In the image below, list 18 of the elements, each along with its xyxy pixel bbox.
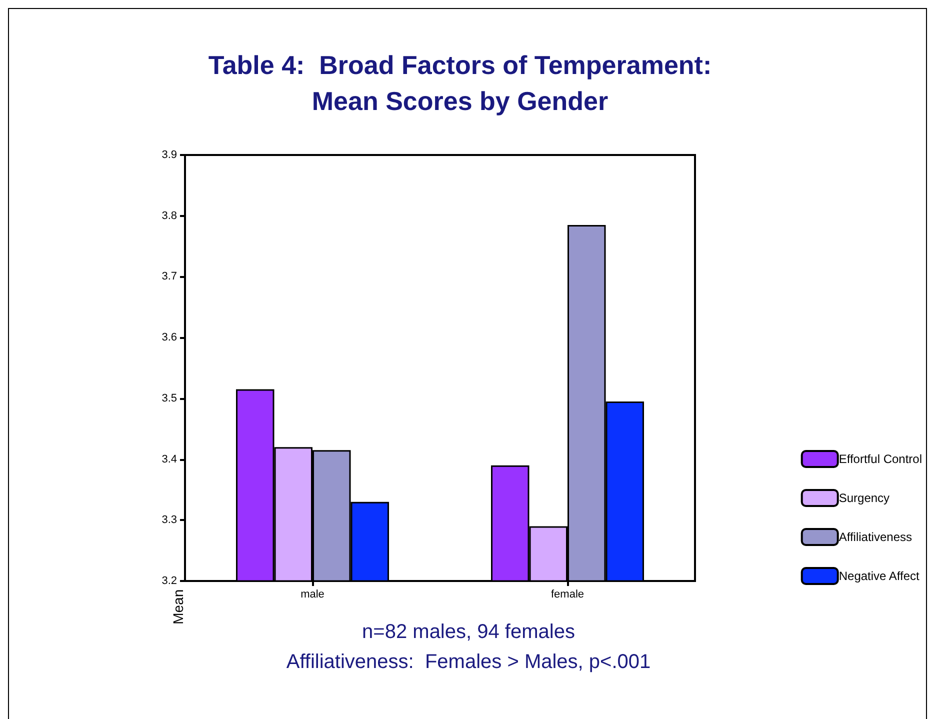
text: n=82 males, 94 females — [362, 621, 575, 643]
y-tick-label: 3.3 — [162, 514, 177, 526]
text: Affiliativeness: Females > Males, p<.001 — [286, 651, 651, 673]
legend-label: Affiliativeness — [838, 530, 912, 544]
legend-label: Effortful Control — [838, 452, 922, 466]
y-tick-label: 3.5 — [162, 392, 177, 404]
y-tick-label: 3.6 — [162, 332, 177, 344]
legend-label: Surgency — [838, 491, 890, 505]
y-tick-label: 3.7 — [162, 270, 177, 283]
x-tick-label: male — [300, 588, 324, 600]
y-tick-label: 3.9 — [162, 149, 177, 161]
y-axis-title: Mean — [170, 589, 186, 624]
y-tick-label: 3.4 — [162, 453, 177, 466]
y-tick-label: 3.2 — [162, 575, 177, 587]
y-tick-label: 3.8 — [162, 210, 177, 222]
legend-label: Negative Affect — [838, 569, 920, 583]
chart-title: Table 4: Broad Factors of Temperament: Mean Scores by Gender — [208, 50, 712, 116]
x-tick-label: female — [550, 588, 584, 600]
